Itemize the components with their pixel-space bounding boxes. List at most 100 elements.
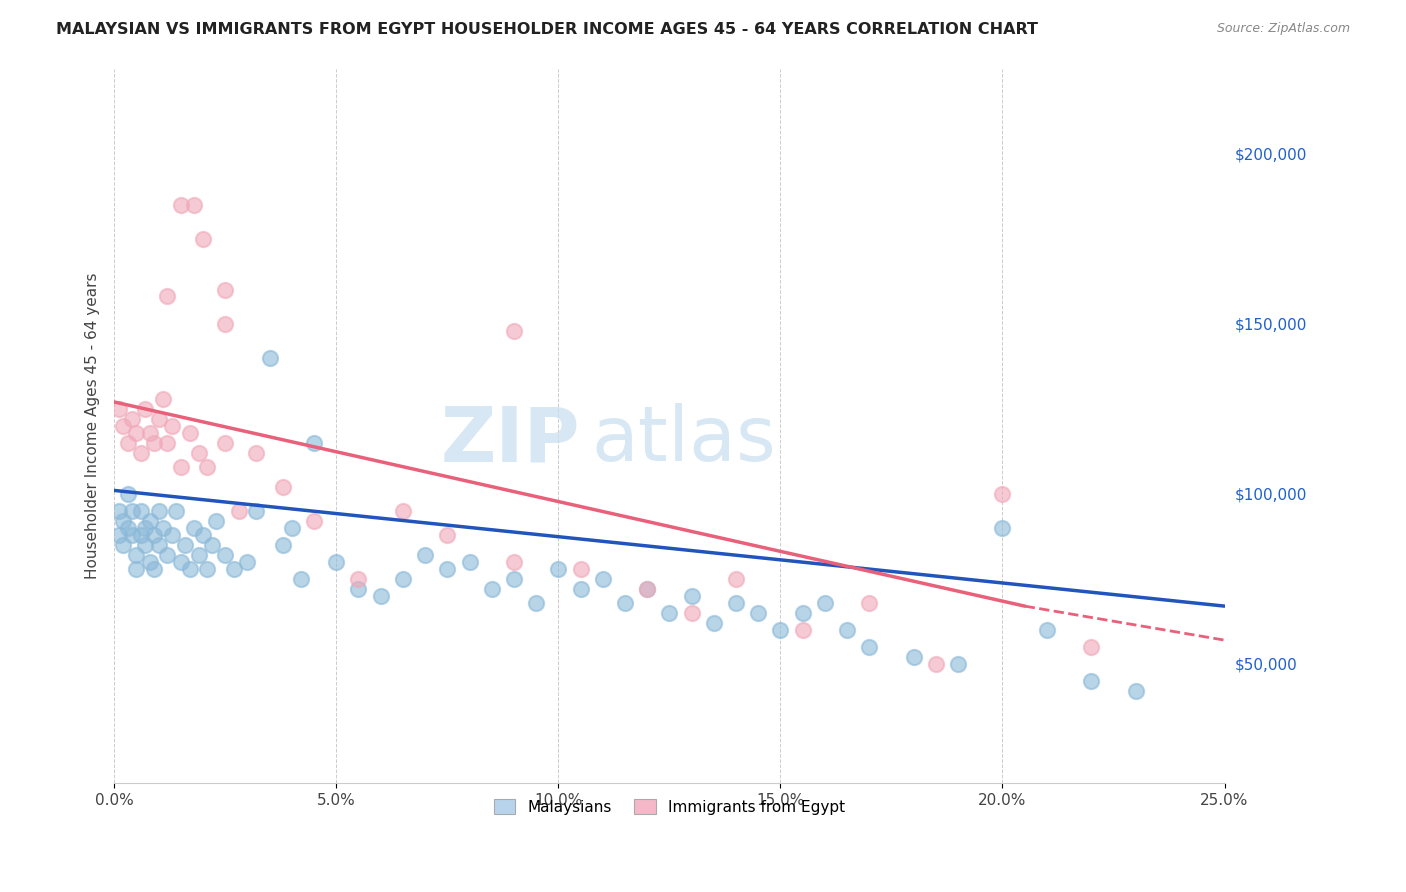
Point bbox=[148, 504, 170, 518]
Point bbox=[658, 606, 681, 620]
Point bbox=[125, 425, 148, 440]
Point bbox=[117, 487, 139, 501]
Point bbox=[183, 521, 205, 535]
Point bbox=[592, 572, 614, 586]
Point bbox=[179, 425, 201, 440]
Point bbox=[569, 562, 592, 576]
Point bbox=[228, 504, 250, 518]
Point bbox=[503, 572, 526, 586]
Point bbox=[214, 435, 236, 450]
Point bbox=[281, 521, 304, 535]
Point bbox=[503, 324, 526, 338]
Point bbox=[134, 521, 156, 535]
Point bbox=[187, 446, 209, 460]
Point bbox=[245, 504, 267, 518]
Point bbox=[143, 562, 166, 576]
Point bbox=[413, 548, 436, 562]
Point bbox=[187, 548, 209, 562]
Point bbox=[197, 459, 219, 474]
Point bbox=[152, 521, 174, 535]
Point bbox=[724, 572, 747, 586]
Point bbox=[125, 548, 148, 562]
Point bbox=[858, 596, 880, 610]
Point bbox=[1125, 684, 1147, 698]
Point bbox=[1080, 673, 1102, 688]
Point bbox=[214, 548, 236, 562]
Point bbox=[347, 582, 370, 596]
Point bbox=[129, 446, 152, 460]
Point bbox=[143, 435, 166, 450]
Point bbox=[129, 504, 152, 518]
Point bbox=[792, 623, 814, 637]
Point bbox=[703, 616, 725, 631]
Point bbox=[236, 555, 259, 569]
Point bbox=[259, 351, 281, 365]
Point bbox=[143, 527, 166, 541]
Point bbox=[724, 596, 747, 610]
Point bbox=[107, 504, 129, 518]
Point bbox=[197, 562, 219, 576]
Point bbox=[271, 480, 294, 494]
Point bbox=[792, 606, 814, 620]
Point bbox=[747, 606, 769, 620]
Point bbox=[183, 197, 205, 211]
Text: atlas: atlas bbox=[592, 403, 776, 477]
Point bbox=[201, 538, 224, 552]
Point bbox=[481, 582, 503, 596]
Point bbox=[636, 582, 658, 596]
Point bbox=[613, 596, 636, 610]
Point bbox=[858, 640, 880, 654]
Point bbox=[392, 572, 415, 586]
Point bbox=[769, 623, 792, 637]
Point bbox=[946, 657, 969, 671]
Point bbox=[156, 289, 179, 303]
Point bbox=[191, 232, 214, 246]
Point bbox=[107, 527, 129, 541]
Point bbox=[524, 596, 547, 610]
Point bbox=[458, 555, 481, 569]
Point bbox=[112, 514, 135, 528]
Point bbox=[271, 538, 294, 552]
Point bbox=[160, 418, 183, 433]
Point bbox=[903, 650, 925, 665]
Point bbox=[290, 572, 312, 586]
Point bbox=[370, 589, 392, 603]
Point bbox=[138, 555, 160, 569]
Y-axis label: Householder Income Ages 45 - 64 years: Householder Income Ages 45 - 64 years bbox=[86, 273, 100, 579]
Text: ZIP: ZIP bbox=[441, 403, 581, 477]
Point bbox=[179, 562, 201, 576]
Point bbox=[117, 435, 139, 450]
Point bbox=[436, 527, 458, 541]
Point bbox=[347, 572, 370, 586]
Point bbox=[814, 596, 837, 610]
Point bbox=[138, 514, 160, 528]
Point bbox=[325, 555, 347, 569]
Point bbox=[392, 504, 415, 518]
Point bbox=[224, 562, 246, 576]
Point bbox=[302, 514, 325, 528]
Point bbox=[205, 514, 228, 528]
Point bbox=[129, 527, 152, 541]
Point bbox=[121, 527, 143, 541]
Point bbox=[160, 527, 183, 541]
Point bbox=[112, 418, 135, 433]
Point bbox=[170, 555, 193, 569]
Point bbox=[245, 446, 267, 460]
Point bbox=[991, 521, 1014, 535]
Point bbox=[156, 435, 179, 450]
Point bbox=[107, 401, 129, 416]
Point bbox=[170, 197, 193, 211]
Point bbox=[991, 487, 1014, 501]
Point bbox=[170, 459, 193, 474]
Point bbox=[121, 504, 143, 518]
Point bbox=[174, 538, 197, 552]
Point bbox=[214, 317, 236, 331]
Point bbox=[503, 555, 526, 569]
Point bbox=[148, 538, 170, 552]
Point bbox=[302, 435, 325, 450]
Point bbox=[117, 521, 139, 535]
Point bbox=[681, 589, 703, 603]
Point bbox=[436, 562, 458, 576]
Point bbox=[1080, 640, 1102, 654]
Point bbox=[547, 562, 569, 576]
